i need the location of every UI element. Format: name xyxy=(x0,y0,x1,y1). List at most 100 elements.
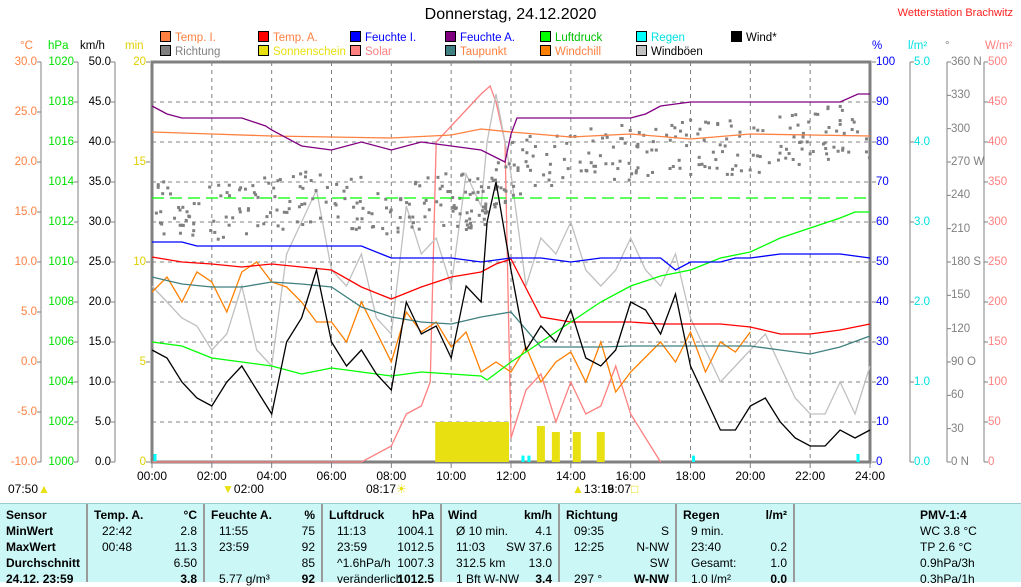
direction-point xyxy=(651,170,655,174)
direction-point xyxy=(842,131,846,135)
direction-point xyxy=(309,179,313,183)
cell-value: 75 xyxy=(301,524,315,538)
direction-point xyxy=(156,185,160,189)
rain-bar xyxy=(153,454,157,462)
table-header: Sensor xyxy=(6,507,80,523)
axis-unit: % xyxy=(872,40,883,52)
table-column: Temp. A. °C 22:42 2.8 00:48 11.3 6.50 3.8 xyxy=(88,504,205,586)
direction-point xyxy=(562,157,566,161)
cell-value: S xyxy=(660,524,669,538)
legend-item: Windchill xyxy=(540,45,601,59)
column-unit: % xyxy=(304,508,315,522)
legend-swatch xyxy=(636,31,647,42)
series-taupunkt xyxy=(151,276,871,355)
axis-tick-label: 1020 xyxy=(48,56,74,68)
direction-point xyxy=(454,206,458,210)
pmv-header: PMV-1:4 xyxy=(920,508,967,522)
axis-tick-label: 100 xyxy=(876,56,896,68)
direction-point xyxy=(436,175,440,179)
axis-tick-label: 60 xyxy=(876,216,889,228)
direction-point xyxy=(345,185,349,189)
cell-value: 1007.3 xyxy=(397,556,434,570)
direction-point xyxy=(252,191,256,195)
table-header: Wind km/h xyxy=(448,507,552,523)
axis-tick-label: 5.0 xyxy=(95,416,111,428)
table-row: 23:40 0.2 xyxy=(683,539,787,555)
table-row: 9 min. xyxy=(683,523,787,539)
direction-point xyxy=(634,169,638,173)
axis-tick-label: 240 xyxy=(951,189,971,202)
axis-tick-label: 150 xyxy=(951,289,971,302)
axis-tick-label: 2.0 xyxy=(914,296,930,308)
direction-point xyxy=(734,164,738,168)
direction-point xyxy=(503,199,507,203)
direction-point xyxy=(423,215,427,219)
x-tick-label: 00:00 xyxy=(136,469,168,483)
direction-point xyxy=(475,198,479,202)
axis-tick-label: -5.0 xyxy=(17,406,37,418)
direction-point xyxy=(799,140,803,144)
direction-point xyxy=(343,197,347,201)
legend-item: Luftdruck xyxy=(540,31,602,45)
direction-point xyxy=(689,118,693,122)
direction-point xyxy=(325,185,329,189)
direction-point xyxy=(816,112,820,116)
direction-point xyxy=(228,194,232,198)
direction-point xyxy=(311,197,315,201)
direction-point xyxy=(677,158,681,162)
direction-point xyxy=(794,113,798,117)
table-row: 24.12. 23:59 xyxy=(6,571,80,587)
direction-point xyxy=(439,203,443,207)
direction-point xyxy=(451,206,455,210)
direction-point xyxy=(465,211,469,215)
axis-tick-label: 0.0 xyxy=(21,356,37,368)
direction-point xyxy=(526,164,530,168)
cell-label: 23:40 xyxy=(691,540,722,554)
axis-unit: °C xyxy=(20,40,33,52)
column-header: Wind xyxy=(448,508,478,522)
direction-point xyxy=(398,216,402,220)
sunshine-bar xyxy=(551,432,560,462)
table-header: Luftdruck hPa xyxy=(329,507,434,523)
direction-point xyxy=(192,202,196,206)
direction-point xyxy=(565,141,569,145)
column-unit: l/m² xyxy=(765,508,787,522)
direction-point xyxy=(711,150,715,154)
cell-label: 11:55 xyxy=(219,524,249,538)
direction-point xyxy=(484,205,488,209)
direction-point xyxy=(370,212,374,216)
cell-label: ^1.6hPa/h xyxy=(337,556,391,570)
series-solar xyxy=(152,84,662,463)
direction-point xyxy=(561,176,565,180)
direction-point xyxy=(670,123,674,127)
direction-point xyxy=(738,130,742,134)
legend-item: Windböen xyxy=(636,45,703,59)
series-temp-a xyxy=(151,256,871,335)
table-column: Richtung 09:35 S 12:25 N-NW SW 297 ° W-NW xyxy=(560,504,677,586)
direction-point xyxy=(761,129,765,133)
sunshine-bar xyxy=(489,422,498,462)
direction-point xyxy=(484,207,488,211)
direction-point xyxy=(181,205,185,209)
direction-point xyxy=(192,222,196,226)
axis-tick-label: 1000 xyxy=(48,456,74,468)
direction-point xyxy=(367,211,371,215)
direction-point xyxy=(533,183,537,187)
direction-point xyxy=(504,189,508,193)
direction-point xyxy=(637,131,641,135)
axis-unit: km/h xyxy=(80,40,105,52)
cell-label: 1 Bft W-NW xyxy=(456,572,520,586)
direction-point xyxy=(246,207,250,211)
direction-point xyxy=(299,172,303,176)
direction-point xyxy=(349,177,353,181)
direction-point xyxy=(191,233,195,237)
direction-point xyxy=(388,210,392,214)
direction-point xyxy=(224,215,228,219)
sun-event-time: 02:00 xyxy=(233,482,264,496)
cell-label: Durchschnitt xyxy=(6,556,81,570)
direction-point xyxy=(212,219,216,223)
direction-point xyxy=(471,191,475,195)
column-header: Feuchte A. xyxy=(211,508,272,522)
direction-point xyxy=(548,162,552,166)
direction-point xyxy=(355,217,359,221)
